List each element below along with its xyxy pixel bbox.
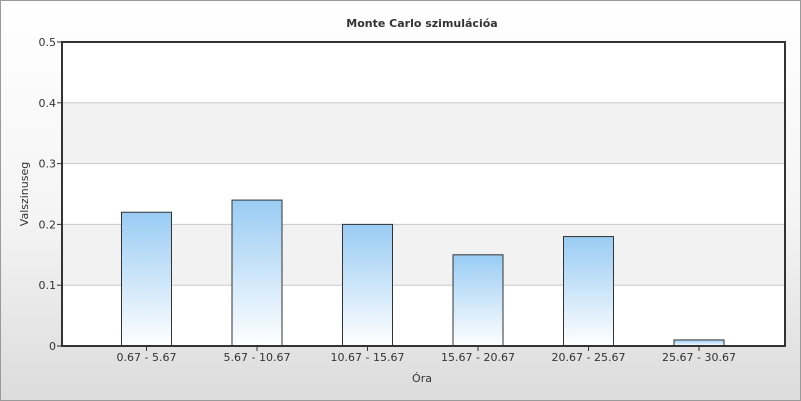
y-tick-label: 0.2: [39, 218, 57, 231]
bar: [231, 199, 283, 347]
y-tick-label: 0.1: [39, 279, 57, 292]
x-tick-label: 5.67 - 10.67: [224, 351, 291, 364]
bar: [121, 211, 172, 347]
bar: [452, 254, 504, 347]
y-tick-label: 0.4: [39, 97, 57, 110]
bar: [342, 223, 393, 347]
x-tick-label: 0.67 - 5.67: [117, 351, 177, 364]
y-axis-title: Valszinuseg: [18, 162, 31, 226]
x-tick-label: 15.67 - 20.67: [441, 351, 515, 364]
y-tick-label: 0.3: [39, 158, 57, 171]
grid-band: [62, 224, 785, 286]
x-tick-label: 10.67 - 15.67: [331, 351, 405, 364]
plot-area: [62, 42, 785, 346]
y-tick-label: 0: [49, 340, 56, 353]
plot-border: [61, 41, 786, 347]
bar: [563, 236, 614, 347]
chart-title: Monte Carlo szimulációa: [346, 17, 497, 30]
y-tick-label: 0.5: [39, 36, 57, 49]
grid-band: [62, 102, 785, 164]
x-tick-label: 25.67 - 30.67: [662, 351, 736, 364]
x-axis-title: Óra: [412, 372, 432, 385]
x-tick-label: 20.67 - 25.67: [552, 351, 626, 364]
